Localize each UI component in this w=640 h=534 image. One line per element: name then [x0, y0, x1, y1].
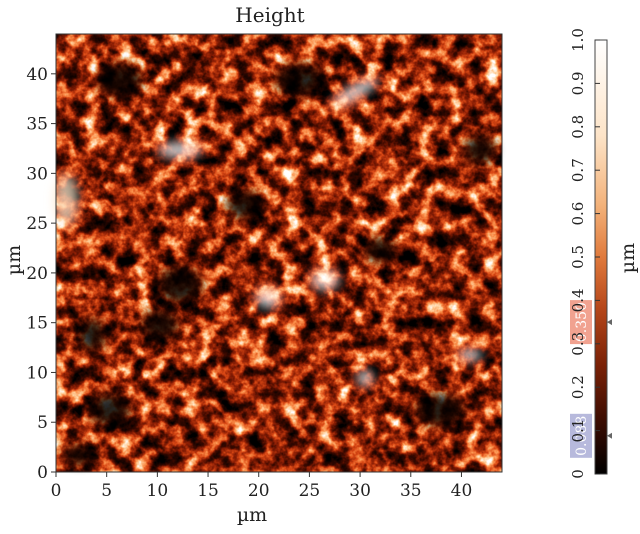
y-tick-label: 10 [26, 363, 48, 383]
y-tick-label: 25 [26, 214, 48, 234]
x-tick-label: 0 [51, 481, 62, 501]
colorbar-marker-pointer [607, 432, 612, 439]
colorbar-tick-label: 0.4 [569, 288, 587, 312]
colorbar-marker-label: 0.350 [574, 302, 590, 342]
colorbar-tick-label: 0.9 [569, 71, 587, 95]
colorbar-label: µm [617, 243, 639, 273]
colorbar-marker-background [570, 413, 592, 458]
colorbar-tick-label: 0.6 [569, 202, 587, 226]
x-tick-label: 25 [299, 481, 321, 501]
y-tick-label: 40 [26, 65, 48, 85]
x-tick-label: 30 [349, 481, 371, 501]
colorbar-tick-label: 0.5 [569, 245, 587, 269]
y-tick-label: 35 [26, 115, 48, 135]
colorbar-marker-label: 0.088 [574, 416, 590, 456]
y-axis: 0 5 10 15 20 25 30 35 40 [26, 65, 56, 483]
colorbar-tick-label: 1.0 [569, 28, 587, 52]
x-tick-label: 5 [101, 481, 112, 501]
x-tick-label: 15 [197, 481, 219, 501]
height-map [54, 33, 503, 473]
y-tick-label: 0 [37, 463, 48, 483]
colorbar-markers: 0.088 0.350 [570, 300, 612, 458]
y-tick-label: 15 [26, 314, 48, 334]
colorbar-marker-pointer [607, 319, 612, 326]
y-tick-label: 5 [37, 413, 48, 433]
x-tick-label: 20 [248, 481, 270, 501]
x-tick-label: 40 [451, 481, 473, 501]
colorbar-tick-label: 0 [569, 469, 587, 479]
colorbar-ticks: 0 0.1 0.2 0.3 0.4 0.5 0.6 0.7 0.8 0.9 1.0 [569, 28, 600, 479]
colorbar-tick-label: 0.1 [569, 419, 587, 443]
colorbar-tick-label: 0.8 [569, 115, 587, 139]
x-axis: 0 5 10 15 20 25 30 35 40 [51, 472, 473, 501]
y-tick-label: 20 [26, 264, 48, 284]
x-axis-label: µm [237, 504, 267, 526]
colorbar-tick-label: 0.2 [569, 375, 587, 399]
colorbar: 0.088 0.350 0 0.1 0.2 0.3 0.4 0.5 0.6 0.7 0.8 0.9 1… [569, 28, 639, 479]
colorbar-tick-label: 0.7 [569, 158, 587, 182]
y-tick-label: 30 [26, 164, 48, 184]
y-axis-label: µm [3, 245, 25, 275]
chart-title: Height [235, 3, 304, 27]
colorbar-tick-label: 0.3 [569, 332, 587, 356]
x-tick-label: 35 [400, 481, 422, 501]
x-tick-label: 10 [147, 481, 169, 501]
colorbar-marker-background [570, 300, 592, 345]
